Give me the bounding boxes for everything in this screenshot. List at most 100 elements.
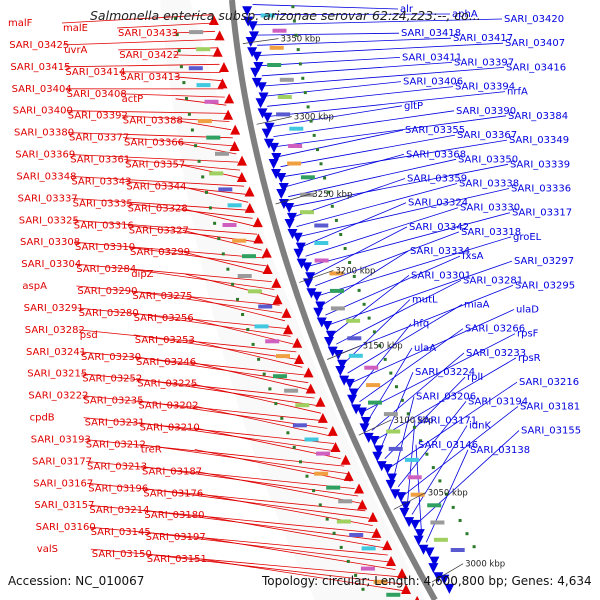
guide-dot [362, 302, 366, 306]
gene-label-left: SARI_03388 [123, 116, 183, 127]
reverse-gene-arrow [433, 572, 444, 583]
guide-dot [323, 176, 327, 180]
guide-dot [445, 492, 448, 496]
gene-label-right: SARI_03216 [519, 377, 579, 388]
feature-block [276, 354, 290, 359]
forward-gene-arrow [305, 383, 316, 394]
gene-label-right: SARI_03390 [456, 106, 516, 117]
leader-line [126, 203, 253, 219]
kbp-ticks: 3350 kbp 3300 kbp 3250 kbp 3200 kbp 3150 kbp… [242, 35, 505, 583]
tick-label: 3100 kbp [394, 416, 434, 426]
guide-dot [330, 204, 334, 208]
leader-line [131, 290, 283, 314]
leader-line [122, 137, 235, 147]
leader-line [315, 231, 460, 287]
leader-line [116, 22, 215, 29]
reverse-gene-arrow [316, 317, 327, 328]
feature-block [386, 592, 401, 597]
reverse-gene-arrow [339, 375, 350, 386]
leader-line [66, 110, 228, 114]
guide-dot [425, 452, 429, 456]
gene-label-right: nrfA [507, 87, 528, 98]
guide-dot [389, 371, 393, 375]
gene-label-left: SARI_03290 [77, 286, 137, 297]
feature-block [336, 519, 351, 524]
gene-label-right: miaA [464, 300, 490, 311]
leader-line [257, 37, 452, 46]
gene-label-left: SARI_03167 [33, 478, 93, 489]
gene-label-left: actP [122, 94, 144, 105]
feature-block [258, 304, 273, 309]
reverse-gene-arrow [253, 61, 264, 72]
feature-block [279, 77, 294, 82]
tick-label: 3150 kbp [363, 342, 403, 352]
leader-line [143, 509, 381, 541]
reverse-gene-arrow [373, 445, 384, 456]
forward-gene-arrow [212, 46, 223, 57]
feature-block [330, 288, 344, 293]
gene-label-right: SARI_03367 [457, 130, 517, 141]
reverse-gene-arrow [327, 346, 338, 357]
leader-line [321, 250, 409, 306]
gene-label-left: SARI_03280 [79, 308, 139, 319]
leader-line [263, 67, 505, 87]
leader-line [189, 361, 312, 391]
guide-dot [458, 519, 462, 522]
feature-block [265, 339, 280, 344]
guide-dot [361, 587, 365, 591]
guide-dot [343, 247, 347, 250]
guide-dot [182, 81, 186, 85]
leader-line [180, 186, 249, 203]
reverse-gene-arrow [376, 461, 387, 472]
leader-line [273, 110, 455, 137]
feature-block [450, 548, 465, 552]
forward-gene-arrow [357, 499, 368, 510]
gene-label-left: SARI_03193 [31, 435, 91, 446]
feature-block [204, 99, 219, 104]
leader-line [351, 309, 515, 384]
gene-label-left: SARI_03241 [26, 347, 86, 358]
gene-label-left: SARI_03337 [18, 193, 78, 204]
feature-block [360, 566, 375, 571]
guide-dot [177, 49, 181, 53]
reverse-gene-arrow [348, 388, 359, 399]
reverse-gene-arrow [242, 6, 253, 17]
reverse-gene-arrow [413, 535, 424, 546]
reverse-gene-arrow [251, 51, 262, 62]
guide-dot [318, 503, 322, 507]
feature-block [188, 66, 203, 71]
leader-line [388, 381, 518, 469]
tick-label: 3050 kbp [428, 489, 468, 499]
feature-block [272, 28, 287, 33]
forward-gene-arrow [262, 263, 273, 274]
leader-line [183, 251, 270, 275]
forward-gene-arrow [343, 470, 354, 481]
leader-line [282, 139, 508, 178]
reverse-gene-arrow [325, 330, 336, 341]
gene-label-left: SARI_03231 [85, 418, 145, 429]
gene-label-right: SARI_03155 [521, 426, 581, 437]
reverse-gene-arrow [250, 67, 261, 78]
forward-gene-arrow [327, 425, 338, 436]
guide-dot [303, 91, 307, 95]
reverse-gene-arrow [248, 31, 259, 42]
gene-label-left: SARI_03235 [83, 396, 143, 407]
gene-features [174, 5, 476, 600]
gene-label-left: SARI_03210 [140, 423, 200, 434]
reverse-gene-arrow [399, 507, 410, 518]
guide-dot [301, 76, 305, 80]
gene-label-right: SARI_03338 [459, 179, 519, 190]
gene-label-left: SARI_03414 [65, 67, 125, 78]
leader-line [308, 212, 511, 267]
forward-gene-arrow [261, 247, 272, 258]
gene-label-left: SARI_03335 [73, 198, 133, 209]
forward-gene-arrow [218, 61, 229, 72]
gene-label-right: SARI_03146 [418, 440, 478, 451]
guide-dot [175, 33, 179, 37]
forward-gene-arrow [367, 511, 378, 522]
tick-line [358, 419, 392, 436]
leader-line [174, 76, 223, 82]
gene-label-right: SARI_03406 [403, 77, 463, 88]
reverse-gene-arrow [271, 152, 282, 163]
